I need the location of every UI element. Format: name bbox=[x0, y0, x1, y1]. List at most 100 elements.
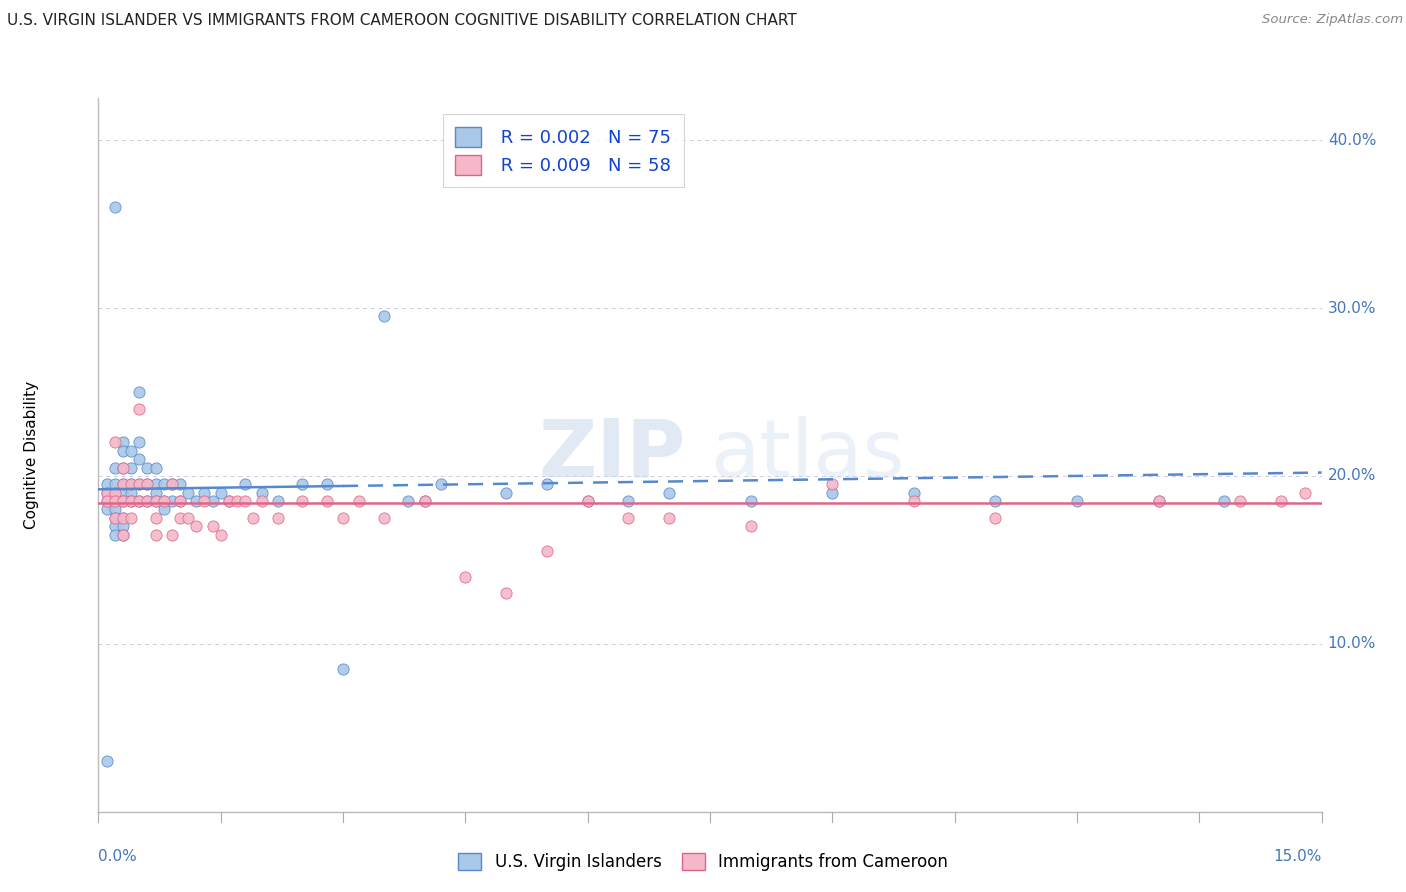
Point bbox=[396, 494, 419, 508]
Point bbox=[111, 511, 134, 525]
Point bbox=[169, 494, 191, 508]
Point bbox=[104, 511, 127, 525]
Point bbox=[1147, 494, 1170, 508]
Point bbox=[1294, 485, 1316, 500]
Point bbox=[209, 485, 232, 500]
Point bbox=[169, 494, 191, 508]
Text: Cognitive Disability: Cognitive Disability bbox=[24, 381, 38, 529]
Point bbox=[226, 494, 249, 508]
Point bbox=[821, 477, 844, 491]
Point bbox=[128, 435, 150, 450]
Point bbox=[96, 485, 118, 500]
Point bbox=[413, 494, 436, 508]
Point bbox=[104, 494, 127, 508]
Point bbox=[120, 485, 142, 500]
Point bbox=[291, 494, 314, 508]
Point bbox=[267, 511, 290, 525]
Point bbox=[104, 511, 127, 525]
Text: 15.0%: 15.0% bbox=[1274, 848, 1322, 863]
Point bbox=[903, 494, 925, 508]
Point bbox=[536, 477, 558, 491]
Point bbox=[160, 477, 183, 491]
Text: 10.0%: 10.0% bbox=[1327, 636, 1376, 651]
Point bbox=[120, 460, 142, 475]
Point bbox=[96, 502, 118, 516]
Point bbox=[740, 519, 762, 533]
Point bbox=[104, 494, 127, 508]
Point bbox=[111, 443, 134, 458]
Text: 0.0%: 0.0% bbox=[98, 848, 138, 863]
Legend:  R = 0.002   N = 75,  R = 0.009   N = 58: R = 0.002 N = 75, R = 0.009 N = 58 bbox=[443, 114, 683, 187]
Legend: U.S. Virgin Islanders, Immigrants from Cameroon: U.S. Virgin Islanders, Immigrants from C… bbox=[450, 845, 956, 880]
Point bbox=[111, 494, 134, 508]
Point bbox=[315, 477, 337, 491]
Point bbox=[332, 662, 354, 676]
Point bbox=[160, 477, 183, 491]
Point bbox=[315, 494, 337, 508]
Point bbox=[104, 485, 127, 500]
Point bbox=[145, 527, 167, 541]
Point bbox=[233, 477, 256, 491]
Point bbox=[169, 511, 191, 525]
Point bbox=[740, 494, 762, 508]
Point bbox=[160, 527, 183, 541]
Point bbox=[373, 511, 395, 525]
Point bbox=[120, 494, 142, 508]
Point bbox=[152, 494, 174, 508]
Point bbox=[136, 494, 159, 508]
Point bbox=[1147, 494, 1170, 508]
Point bbox=[120, 443, 142, 458]
Point bbox=[169, 477, 191, 491]
Point bbox=[332, 511, 354, 525]
Point bbox=[218, 494, 240, 508]
Point bbox=[120, 511, 142, 525]
Point bbox=[152, 494, 174, 508]
Point bbox=[136, 477, 159, 491]
Point bbox=[413, 494, 436, 508]
Point bbox=[291, 477, 314, 491]
Point bbox=[250, 494, 273, 508]
Point bbox=[111, 485, 134, 500]
Point bbox=[152, 477, 174, 491]
Point bbox=[617, 494, 640, 508]
Point bbox=[1066, 494, 1088, 508]
Point bbox=[96, 477, 118, 491]
Text: atlas: atlas bbox=[710, 416, 904, 494]
Point bbox=[111, 511, 134, 525]
Point bbox=[576, 494, 599, 508]
Text: 40.0%: 40.0% bbox=[1327, 133, 1376, 147]
Point bbox=[145, 485, 167, 500]
Point bbox=[1212, 494, 1234, 508]
Point bbox=[136, 494, 159, 508]
Point bbox=[145, 494, 167, 508]
Text: 20.0%: 20.0% bbox=[1327, 468, 1376, 483]
Point bbox=[104, 527, 127, 541]
Point bbox=[111, 519, 134, 533]
Point bbox=[984, 494, 1007, 508]
Point bbox=[821, 485, 844, 500]
Point bbox=[128, 494, 150, 508]
Text: ZIP: ZIP bbox=[538, 416, 686, 494]
Point bbox=[201, 519, 224, 533]
Point bbox=[903, 485, 925, 500]
Point bbox=[658, 485, 681, 500]
Point bbox=[209, 527, 232, 541]
Point bbox=[120, 494, 142, 508]
Point bbox=[145, 494, 167, 508]
Text: Source: ZipAtlas.com: Source: ZipAtlas.com bbox=[1263, 13, 1403, 27]
Point bbox=[617, 511, 640, 525]
Point bbox=[104, 502, 127, 516]
Point bbox=[242, 511, 264, 525]
Point bbox=[111, 435, 134, 450]
Point bbox=[128, 477, 150, 491]
Point bbox=[136, 460, 159, 475]
Point bbox=[984, 511, 1007, 525]
Point bbox=[111, 527, 134, 541]
Point bbox=[1229, 494, 1251, 508]
Point bbox=[495, 485, 517, 500]
Point bbox=[104, 519, 127, 533]
Point bbox=[104, 200, 127, 214]
Point bbox=[111, 494, 134, 508]
Point bbox=[454, 569, 477, 583]
Point bbox=[128, 384, 150, 399]
